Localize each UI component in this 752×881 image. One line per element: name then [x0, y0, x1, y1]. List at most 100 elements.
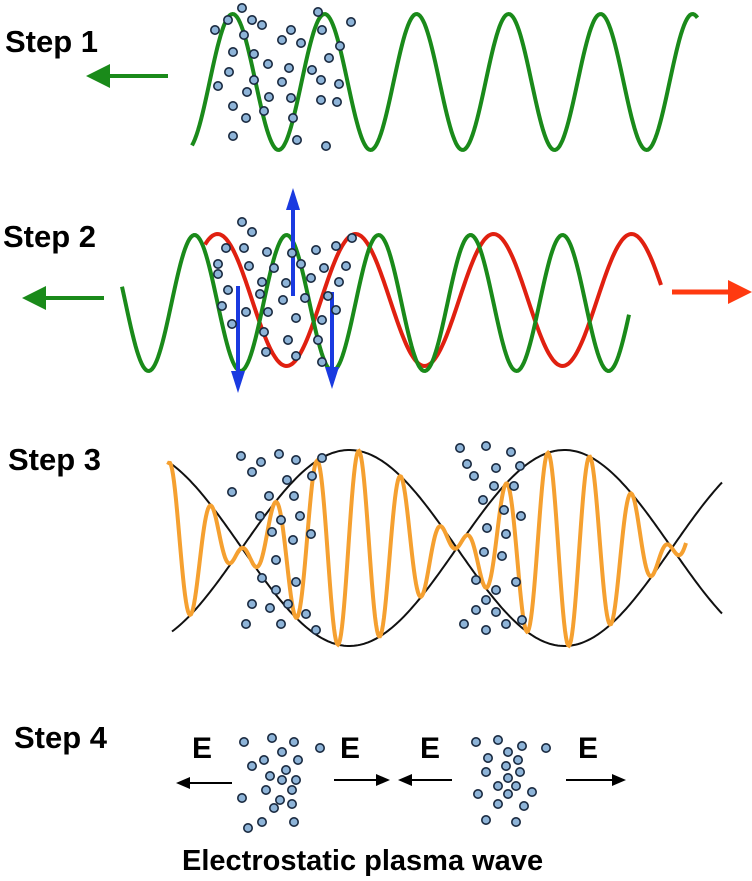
particle-dot: [276, 77, 287, 88]
step-3-label: Step 3: [8, 442, 101, 477]
particle-dot: [496, 550, 507, 561]
particle-dot: [288, 490, 299, 501]
particle-dot: [508, 480, 519, 491]
step-2-right-arrow: [672, 280, 752, 304]
particle-dot: [316, 356, 327, 367]
particle-dot: [270, 584, 281, 595]
particle-dot: [290, 576, 301, 587]
particle-dot: [345, 16, 356, 27]
particle-dot: [287, 113, 298, 124]
particle-dot: [290, 350, 301, 361]
particle-dot: [288, 816, 299, 827]
step-4-particle-cluster-left: [237, 732, 325, 833]
particle-dot: [514, 460, 525, 471]
particle-dot: [512, 754, 523, 765]
particle-dot: [481, 522, 492, 533]
particle-dot: [500, 618, 511, 629]
particle-dot: [500, 760, 511, 771]
particle-dot: [213, 258, 224, 269]
particle-dot: [247, 15, 258, 25]
particle-dot: [492, 734, 503, 745]
particle-dot: [310, 245, 321, 256]
particle-dot: [477, 494, 488, 505]
particle-dot: [490, 462, 501, 473]
step-2-particle-cluster: [213, 217, 357, 367]
particle-dot: [255, 288, 266, 299]
step-4-particle-cluster-right: [470, 734, 551, 827]
particle-dot: [306, 470, 317, 481]
particle-dot: [223, 284, 234, 295]
step-4-caption: Electrostatic plasma wave: [182, 845, 543, 877]
particle-dot: [264, 602, 275, 613]
particle-dot: [237, 792, 248, 803]
particle-dot: [262, 58, 273, 69]
particle-dot: [258, 326, 269, 337]
e-field-arrow-right-2: [566, 774, 626, 786]
particle-dot: [281, 474, 292, 485]
particle-dot: [256, 816, 267, 827]
particle-dot: [458, 618, 469, 629]
particle-dot: [266, 526, 277, 537]
step-3-beat-wave: [166, 448, 688, 649]
particle-dot: [266, 732, 277, 743]
particle-dot: [323, 52, 334, 63]
particle-dot: [295, 258, 306, 269]
particle-dot: [290, 454, 301, 465]
particle-dot: [249, 75, 260, 86]
particle-dot: [510, 576, 521, 587]
particle-dot: [510, 816, 521, 827]
particle-dot: [285, 93, 296, 104]
particle-dot: [256, 572, 267, 583]
particle-dot: [221, 243, 232, 254]
step-2-label: Step 2: [3, 219, 96, 254]
particle-dot: [346, 233, 357, 244]
particle-dot: [280, 764, 291, 775]
particle-dot: [276, 746, 287, 757]
particle-dot: [260, 346, 271, 357]
particle-dot: [264, 770, 275, 781]
particle-dot: [316, 24, 327, 35]
particle-dot: [500, 528, 511, 539]
particle-dot: [333, 79, 344, 90]
particle-dot: [316, 452, 327, 463]
step-1-green-wave: [190, 11, 700, 153]
e-field-label-4: E: [578, 732, 598, 765]
particle-dot: [312, 334, 323, 345]
particle-dot: [258, 754, 269, 765]
particle-dot: [287, 534, 298, 545]
particle-dot: [292, 754, 303, 765]
particle-dot: [280, 277, 291, 288]
particle-dot: [247, 227, 258, 238]
particle-dot: [478, 546, 489, 557]
e-field-arrow-right-1: [334, 774, 390, 786]
particle-dot: [241, 306, 252, 317]
step-2-blue-arrow-down-right: [325, 292, 339, 389]
step-3-envelope-lower: [171, 449, 723, 647]
step-3-particle-cluster-left: [227, 448, 327, 635]
step-4-label: Step 4: [14, 720, 108, 755]
particle-dot: [314, 742, 325, 753]
particle-dot: [502, 788, 513, 799]
particle-dot: [241, 113, 252, 124]
particle-dot: [262, 306, 273, 317]
e-field-label-1: E: [192, 732, 212, 765]
particle-dot: [239, 736, 250, 747]
particle-dot: [275, 618, 286, 629]
particle-dot: [260, 784, 271, 795]
particle-dot: [282, 598, 293, 609]
particle-dot: [300, 608, 311, 619]
particle-dot: [492, 798, 503, 809]
particle-dot: [482, 752, 493, 763]
step-1-panel: Step 1: [5, 3, 700, 153]
particle-dot: [223, 15, 234, 25]
particle-dot: [492, 780, 503, 791]
particle-dot: [306, 65, 317, 76]
particle-dot: [247, 598, 258, 609]
particle-dot: [490, 606, 501, 617]
particle-dot: [518, 800, 529, 811]
particle-dot: [305, 528, 316, 539]
step-1-particle-cluster: [210, 3, 356, 152]
particle-dot: [316, 314, 327, 325]
particle-dot: [290, 312, 301, 323]
particle-dot: [286, 248, 297, 259]
